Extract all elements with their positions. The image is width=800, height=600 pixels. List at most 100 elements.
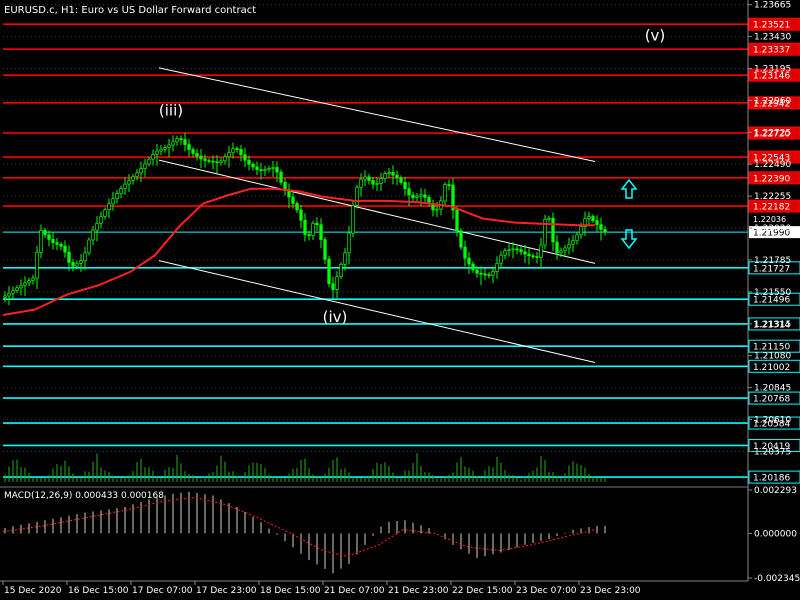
candle-body bbox=[271, 167, 275, 169]
candle-body bbox=[23, 282, 27, 286]
channel-line bbox=[158, 260, 596, 363]
support-level-tag bbox=[748, 359, 800, 373]
price-tick-label: 1.23665 bbox=[754, 1, 791, 11]
support-level-tag bbox=[748, 470, 800, 484]
candle-body bbox=[331, 283, 335, 290]
candle-body bbox=[43, 229, 47, 236]
support-level-label: 1.20584 bbox=[753, 420, 790, 430]
candle-body bbox=[27, 280, 31, 284]
moving-average-line bbox=[2, 187, 595, 316]
candle-body bbox=[143, 163, 147, 170]
candle-body bbox=[591, 216, 595, 221]
support-level-label: 1.20419 bbox=[753, 442, 790, 452]
candle-body bbox=[19, 284, 23, 289]
candle-body bbox=[11, 290, 15, 294]
candle-body bbox=[587, 216, 591, 219]
support-level-label: 1.20768 bbox=[753, 395, 790, 405]
candle-body bbox=[575, 234, 579, 242]
candle-body bbox=[543, 218, 547, 246]
candle-body bbox=[179, 138, 183, 141]
candle-body bbox=[79, 260, 83, 264]
macd-tick-label: 0.002293 bbox=[754, 486, 797, 496]
time-tick-label: 15 Dec 2020 bbox=[4, 586, 62, 596]
candle-body bbox=[223, 156, 227, 162]
candle-body bbox=[487, 274, 491, 276]
candle-body bbox=[527, 253, 531, 257]
macd-signal-line bbox=[2, 496, 596, 557]
candle-body bbox=[291, 196, 295, 204]
current-price-label: 1.21990 bbox=[753, 229, 790, 239]
candle-body bbox=[103, 209, 107, 217]
candle-body bbox=[579, 226, 583, 236]
candle-body bbox=[471, 263, 475, 271]
candle-body bbox=[275, 167, 279, 173]
candle-body bbox=[547, 217, 551, 220]
candle-body bbox=[131, 176, 135, 181]
candle-body bbox=[243, 154, 247, 161]
candle-body bbox=[603, 229, 607, 233]
price-tick-label: 1.23430 bbox=[754, 33, 791, 43]
candle-body bbox=[59, 244, 63, 247]
macd-panel: MACD(12,26,9) 0.000433 0.000168 bbox=[0, 486, 748, 574]
candle-body bbox=[255, 166, 259, 171]
current-price-tag bbox=[749, 226, 800, 239]
candle-body bbox=[63, 245, 67, 253]
candle-body bbox=[423, 194, 427, 198]
candle-body bbox=[51, 239, 55, 243]
candle-body bbox=[191, 149, 195, 154]
candle-body bbox=[343, 252, 347, 265]
candle-body bbox=[71, 262, 75, 267]
candle-body bbox=[155, 150, 159, 155]
candle-body bbox=[171, 141, 175, 146]
candle-body bbox=[175, 138, 179, 143]
candle-body bbox=[311, 222, 315, 236]
candle-body bbox=[387, 172, 391, 174]
candle-body bbox=[443, 184, 447, 202]
candle-body bbox=[463, 246, 467, 259]
candle-body bbox=[3, 295, 7, 298]
resistance-level-label: 1.22390 bbox=[753, 174, 790, 184]
support-level-tag bbox=[748, 391, 800, 405]
price-tick-label: 1.20610 bbox=[754, 416, 791, 426]
candle-body bbox=[367, 176, 371, 181]
support-level-tag bbox=[748, 416, 800, 430]
candle-body bbox=[139, 168, 143, 174]
candle-body bbox=[163, 147, 167, 150]
candle-body bbox=[451, 184, 455, 211]
price-tick-label: 1.20375 bbox=[754, 447, 791, 457]
candle-body bbox=[379, 178, 383, 184]
candle-body bbox=[83, 252, 87, 262]
time-tick-label: 16 Dec 15:00 bbox=[68, 586, 129, 596]
candle-body bbox=[167, 144, 171, 148]
wave-labels: (iii) (iv) (v) bbox=[159, 27, 665, 326]
price-tick-label: 1.21785 bbox=[754, 256, 791, 266]
candle-body bbox=[135, 172, 139, 177]
resistance-level-tag bbox=[748, 42, 800, 56]
candle-body bbox=[95, 222, 99, 231]
price-tick-label: 1.22490 bbox=[754, 160, 791, 170]
candle-body bbox=[495, 263, 499, 272]
candle-body bbox=[299, 209, 303, 221]
candle-body bbox=[295, 203, 299, 211]
price-axis: 1.23665 1.23430 1.23195 1.22960 1.22725 1.224… bbox=[747, 0, 791, 581]
candle-body bbox=[483, 273, 487, 276]
candle-body bbox=[475, 269, 479, 274]
price-tick-label: 1.20845 bbox=[754, 384, 791, 394]
down-arrow-icon bbox=[620, 229, 638, 250]
candle-body bbox=[67, 251, 71, 263]
resistance-level-tag bbox=[748, 126, 800, 140]
price-tick-label: 1.22960 bbox=[754, 96, 791, 106]
channel-line bbox=[158, 159, 596, 264]
candle-body bbox=[323, 239, 327, 260]
resistance-level-label: 1.22543 bbox=[753, 154, 790, 164]
candle-body bbox=[535, 256, 539, 258]
macd-tick-label: 0.000000 bbox=[754, 530, 797, 540]
resistance-level-tag bbox=[748, 17, 800, 31]
candle-body bbox=[523, 251, 527, 255]
price-tick-label: 1.22725 bbox=[754, 128, 791, 138]
candle-body bbox=[35, 252, 39, 279]
candle-body bbox=[399, 177, 403, 183]
candle-body bbox=[383, 173, 387, 179]
candle-body bbox=[227, 152, 231, 158]
signal-arrows bbox=[620, 178, 638, 250]
